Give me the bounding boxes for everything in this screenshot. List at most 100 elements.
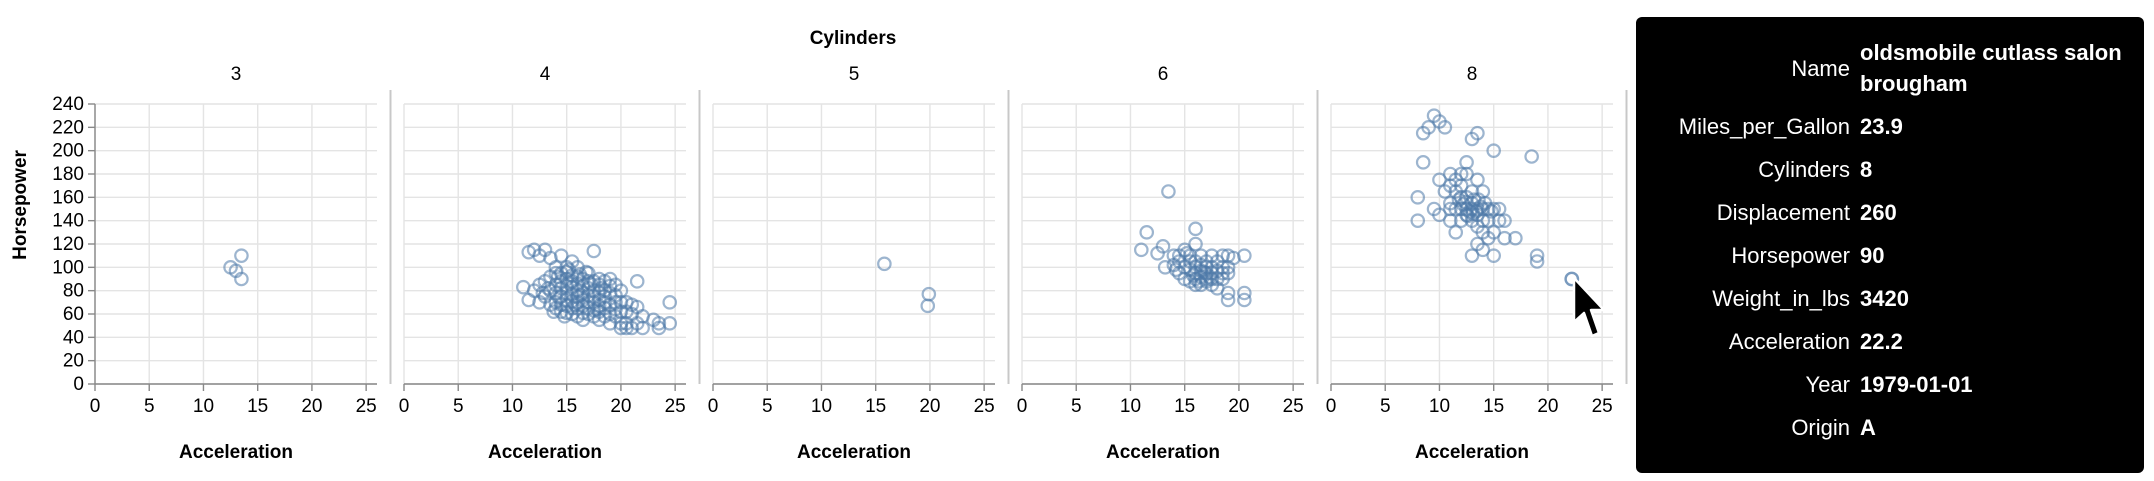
- data-point[interactable]: [629, 274, 645, 289]
- data-point[interactable]: [1470, 125, 1485, 141]
- x-tick-label: 20: [1537, 396, 1558, 417]
- data-point[interactable]: [1188, 221, 1203, 237]
- data-point[interactable]: [1480, 213, 1496, 228]
- tooltip-value: 8: [1860, 157, 1873, 182]
- x-tick-label: 25: [1592, 396, 1613, 417]
- data-point[interactable]: [1465, 206, 1481, 221]
- data-point[interactable]: [921, 286, 937, 302]
- data-point[interactable]: [228, 263, 244, 279]
- data-point[interactable]: [1529, 254, 1545, 269]
- data-point[interactable]: [1486, 248, 1501, 263]
- data-point[interactable]: [662, 295, 678, 310]
- y-tick-label: 180: [52, 164, 84, 185]
- x-tick-label: 10: [1120, 396, 1141, 417]
- data-point[interactable]: [1432, 207, 1447, 223]
- data-point[interactable]: [1161, 184, 1176, 199]
- data-point[interactable]: [1220, 285, 1236, 301]
- data-point[interactable]: [1237, 285, 1252, 301]
- facet-title: Cylinders: [810, 28, 897, 49]
- data-point[interactable]: [546, 304, 561, 319]
- data-point[interactable]: [1139, 225, 1155, 240]
- facet-label: 8: [1467, 64, 1478, 85]
- data-point[interactable]: [1459, 166, 1474, 182]
- tooltip-row: Displacement 260: [1650, 191, 2130, 234]
- data-point[interactable]: [1497, 230, 1512, 246]
- data-point[interactable]: [1524, 149, 1539, 164]
- data-point[interactable]: [573, 288, 589, 303]
- data-point[interactable]: [553, 248, 569, 263]
- data-point[interactable]: [1220, 292, 1236, 308]
- data-point[interactable]: [1191, 274, 1207, 289]
- x-tick-label: 25: [665, 396, 686, 417]
- facet-panel: 0 5 10 15 20 25 Acceleration 4: [399, 64, 701, 463]
- data-point[interactable]: [662, 316, 678, 331]
- data-point[interactable]: [1155, 239, 1171, 254]
- data-point[interactable]: [1410, 213, 1426, 228]
- data-point[interactable]: [1486, 143, 1501, 158]
- data-point[interactable]: [1470, 172, 1485, 188]
- data-point[interactable]: [1448, 225, 1464, 240]
- data-point[interactable]: [1451, 192, 1467, 207]
- data-point[interactable]: [1448, 201, 1464, 217]
- data-point[interactable]: [1529, 248, 1545, 263]
- x-tick-label: 0: [708, 396, 719, 417]
- data-point[interactable]: [1491, 213, 1507, 228]
- data-point[interactable]: [1179, 246, 1195, 261]
- tooltip-key: Year: [1805, 372, 1850, 397]
- data-point[interactable]: [1220, 265, 1236, 281]
- data-point[interactable]: [1486, 225, 1501, 240]
- data-point[interactable]: [1415, 155, 1431, 170]
- data-point[interactable]: [1432, 172, 1447, 188]
- data-point[interactable]: [1410, 190, 1426, 205]
- x-tick-label: 10: [1429, 396, 1450, 417]
- data-point[interactable]: [586, 243, 602, 259]
- tooltip-key: Miles_per_Gallon: [1678, 114, 1850, 139]
- x-tick-label: 5: [762, 396, 773, 417]
- hovered-data-point[interactable]: [1564, 271, 1580, 287]
- x-tick-label: 5: [453, 396, 464, 417]
- data-point[interactable]: [562, 276, 578, 291]
- data-point[interactable]: [1508, 230, 1523, 246]
- data-point[interactable]: [1459, 155, 1474, 170]
- y-tick-label: 80: [63, 281, 84, 302]
- y-tick-label: 0: [73, 374, 84, 395]
- data-point[interactable]: [551, 290, 567, 305]
- data-point[interactable]: [1134, 242, 1149, 258]
- data-point[interactable]: [1157, 260, 1173, 275]
- data-point[interactable]: [234, 248, 249, 263]
- tooltip-key: Weight_in_lbs: [1712, 286, 1850, 311]
- data-point[interactable]: [1421, 120, 1436, 135]
- data-point[interactable]: [535, 285, 551, 301]
- y-axis-title: Horsepower: [10, 149, 31, 259]
- tooltip-row: Origin A: [1650, 406, 2130, 449]
- tooltip-row: Horsepower 90: [1650, 234, 2130, 277]
- x-tick-label: 10: [193, 396, 214, 417]
- data-point[interactable]: [1171, 254, 1187, 269]
- data-point[interactable]: [1497, 213, 1512, 228]
- data-point[interactable]: [635, 320, 650, 336]
- tooltip-table: Name oldsmobile cutlass salon brougham Mil…: [1650, 31, 2130, 449]
- data-point[interactable]: [572, 267, 588, 282]
- data-point[interactable]: [1475, 242, 1491, 258]
- data-point[interactable]: [1237, 248, 1252, 263]
- x-tick-label: 15: [247, 396, 268, 417]
- data-point[interactable]: [1464, 248, 1480, 263]
- data-point[interactable]: [1484, 204, 1499, 219]
- facet-panel: 0 5 10 15 20 25 Acceleration 6: [1017, 64, 1319, 463]
- data-point[interactable]: [550, 269, 566, 284]
- data-point[interactable]: [594, 281, 609, 296]
- data-point[interactable]: [1237, 292, 1252, 308]
- data-point[interactable]: [877, 256, 892, 272]
- data-point[interactable]: [1437, 120, 1453, 135]
- tooltip-value: A: [1860, 415, 1876, 440]
- x-tick-label: 15: [556, 396, 577, 417]
- data-point[interactable]: [1188, 236, 1203, 252]
- x-tick-label: 25: [974, 396, 995, 417]
- data-point[interactable]: [589, 302, 605, 317]
- data-point[interactable]: [920, 298, 936, 314]
- data-point[interactable]: [1458, 194, 1473, 210]
- data-point[interactable]: [1443, 213, 1458, 228]
- tooltip-key: Displacement: [1716, 200, 1850, 225]
- data-point[interactable]: [651, 316, 667, 331]
- tooltip: Name oldsmobile cutlass salon brougham Mil…: [1636, 17, 2144, 473]
